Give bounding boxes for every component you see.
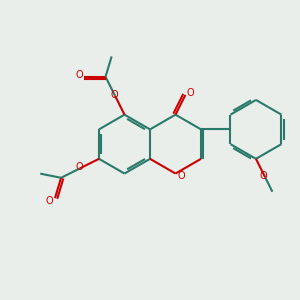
Text: O: O	[75, 162, 83, 172]
Text: O: O	[46, 196, 53, 206]
Text: O: O	[75, 70, 83, 80]
Text: O: O	[178, 171, 185, 181]
Text: O: O	[187, 88, 194, 98]
Text: O: O	[110, 90, 118, 100]
Text: O: O	[260, 171, 268, 182]
